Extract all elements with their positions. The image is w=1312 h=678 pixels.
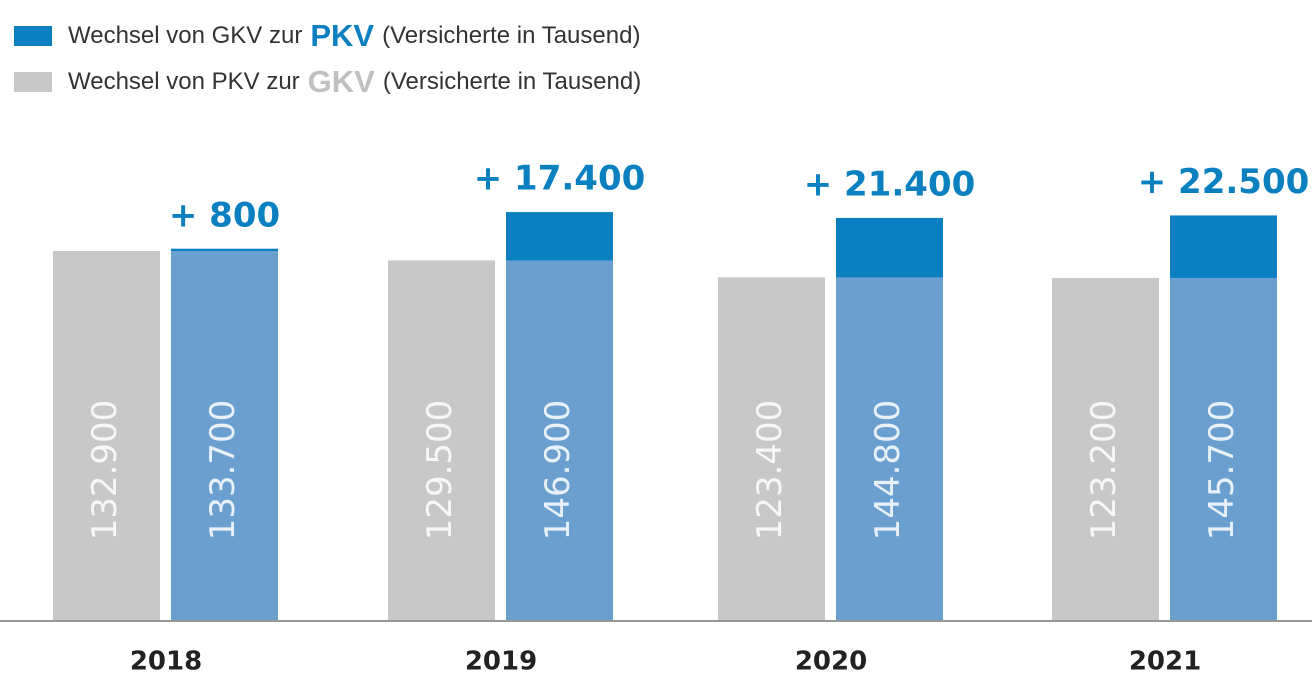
bar bbox=[836, 217, 943, 621]
bar bbox=[388, 260, 495, 620]
legend-text: (Versicherte in Tausend) bbox=[382, 68, 642, 95]
legend-highlight: PKV bbox=[310, 18, 375, 53]
bar bbox=[506, 212, 613, 620]
bar bbox=[171, 248, 278, 620]
legend-item: Wechsel von PKV zur GKV (Versicherte in … bbox=[14, 64, 641, 100]
bar bbox=[1052, 277, 1159, 620]
legend-text: (Versicherte in Tausend) bbox=[382, 22, 641, 49]
legend-swatch bbox=[14, 26, 52, 46]
legend-highlight: GKV bbox=[307, 64, 375, 99]
difference-segment bbox=[836, 217, 943, 278]
x-tick-label: 2021 bbox=[1129, 647, 1201, 677]
difference-segment bbox=[1170, 215, 1277, 278]
difference-segment bbox=[171, 248, 278, 251]
value-label: 144.800 bbox=[868, 400, 908, 541]
legend-text: Wechsel von GKV zur bbox=[68, 22, 303, 49]
x-tick-label: 2018 bbox=[130, 647, 202, 677]
value-label: 129.500 bbox=[420, 400, 460, 541]
value-label: 123.400 bbox=[750, 400, 790, 541]
bar bbox=[718, 277, 825, 620]
difference-label: + 21.400 bbox=[804, 164, 976, 204]
value-label: 133.700 bbox=[203, 400, 243, 541]
value-label: 132.900 bbox=[85, 400, 125, 541]
legend-swatch bbox=[14, 72, 52, 92]
value-label: 145.700 bbox=[1202, 400, 1242, 541]
legend-text: Wechsel von PKV zur bbox=[68, 68, 300, 95]
value-label: 146.900 bbox=[538, 400, 578, 541]
bar bbox=[53, 251, 160, 620]
difference-label: + 800 bbox=[169, 195, 280, 235]
value-label: 123.200 bbox=[1084, 400, 1124, 541]
x-tick-label: 2020 bbox=[795, 647, 867, 677]
bar bbox=[1170, 215, 1277, 620]
legend-item: Wechsel von GKV zur PKV (Versicherte in … bbox=[14, 18, 640, 54]
difference-segment bbox=[506, 212, 613, 261]
difference-label: + 22.500 bbox=[1138, 162, 1310, 202]
difference-label: + 17.400 bbox=[474, 159, 646, 199]
x-tick-label: 2019 bbox=[465, 647, 537, 677]
